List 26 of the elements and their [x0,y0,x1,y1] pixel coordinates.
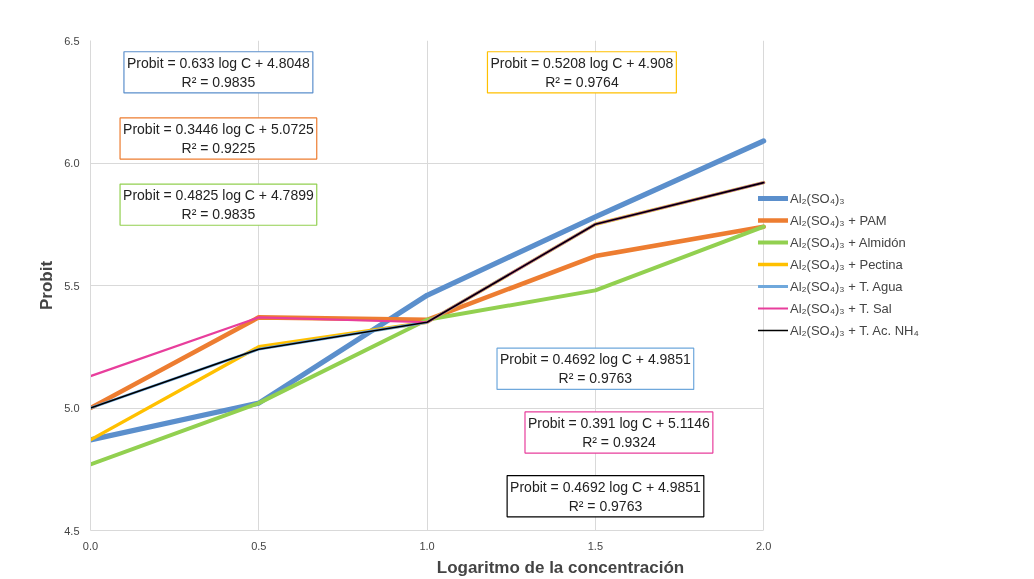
annotation: Probit = 0.633 log C + 4.8048 R² = 0.9835 [126,54,311,90]
legend-label: Al₂(SO₄)₃ + T. Sal [790,300,892,316]
y-tick-label: 4.5 [64,524,80,537]
annotation: Probit = 0.4692 log C + 4.9851 R² = 0.9763 [510,478,702,514]
annotation: Probit = 0.4825 log C + 4.7899 R² = 0.9835 [123,187,314,223]
x-tick-label: 0.5 [251,539,267,552]
annotation: Probit = 0.5208 log C + 4.908 R² = 0.9764 [490,54,674,90]
legend-label: Al₂(SO₄)₃ + Almidón [790,234,906,250]
y-tick-label: 5.5 [64,279,80,292]
y-axis-title: Probit [37,260,57,311]
x-axis-title: Logaritmo de la concentración [436,557,685,577]
annotation: Probit = 0.391 log C + 5.1146 R² = 0.9324 [528,414,711,451]
y-tick-label: 6.5 [64,34,80,47]
legend-label: Al₂(SO₄)₃ + PAM [790,212,887,228]
legend-label: Al₂(SO₄)₃ + T. Agua [790,278,903,294]
y-tick-label: 6.0 [64,157,80,169]
annotation: Probit = 0.4692 log C + 4.9851 R² = 0.9763 [500,351,691,387]
annotation: Probit = 0.3446 log C + 5.0725 R² = 0.9225 [123,120,314,157]
x-tick-label: 2.0 [756,539,772,552]
legend-label: Al₂(SO₄)₃ + T. Ac. NH₄ [790,322,919,338]
x-tick-label: 1.5 [587,539,604,552]
x-tick-label: 0.0 [82,539,99,552]
legend-label: Al₂(SO₄)₃ + Pectina [790,256,903,272]
y-tick-label: 5.0 [64,402,80,414]
x-tick-label: 1.0 [419,539,435,552]
legend-label: Al₂(SO₄)₃ [790,190,845,206]
